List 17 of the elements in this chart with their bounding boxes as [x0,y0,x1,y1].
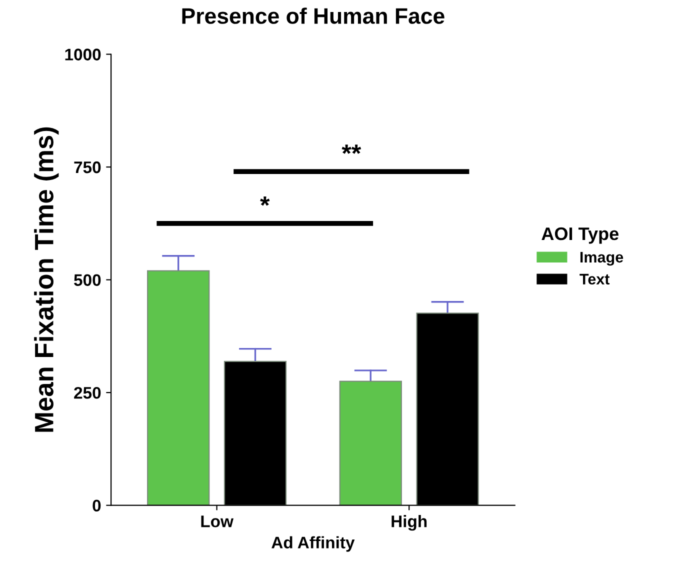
bar [147,270,210,506]
y-tick-label: 250 [74,386,101,399]
legend-title: AOI Type [542,227,618,244]
annotation: * [260,196,270,206]
legend-label: Image [580,252,624,266]
y-tick-label: 1000 [65,48,101,60]
y-axis-title: Mean Fixation Time (ms) [34,127,59,432]
x-tick-label: High [392,515,427,531]
bar [339,380,402,506]
x-axis-title: Ad Affinity [272,536,355,552]
y-tick-label: 500 [74,274,101,286]
chart-title: Presence of Human Face [182,8,444,24]
legend-label: Text [580,274,610,285]
x-tick-label: Low [201,516,234,528]
annotation: ** [342,144,362,154]
y-tick-label: 750 [74,161,101,174]
y-tick-label: 0 [92,500,101,512]
